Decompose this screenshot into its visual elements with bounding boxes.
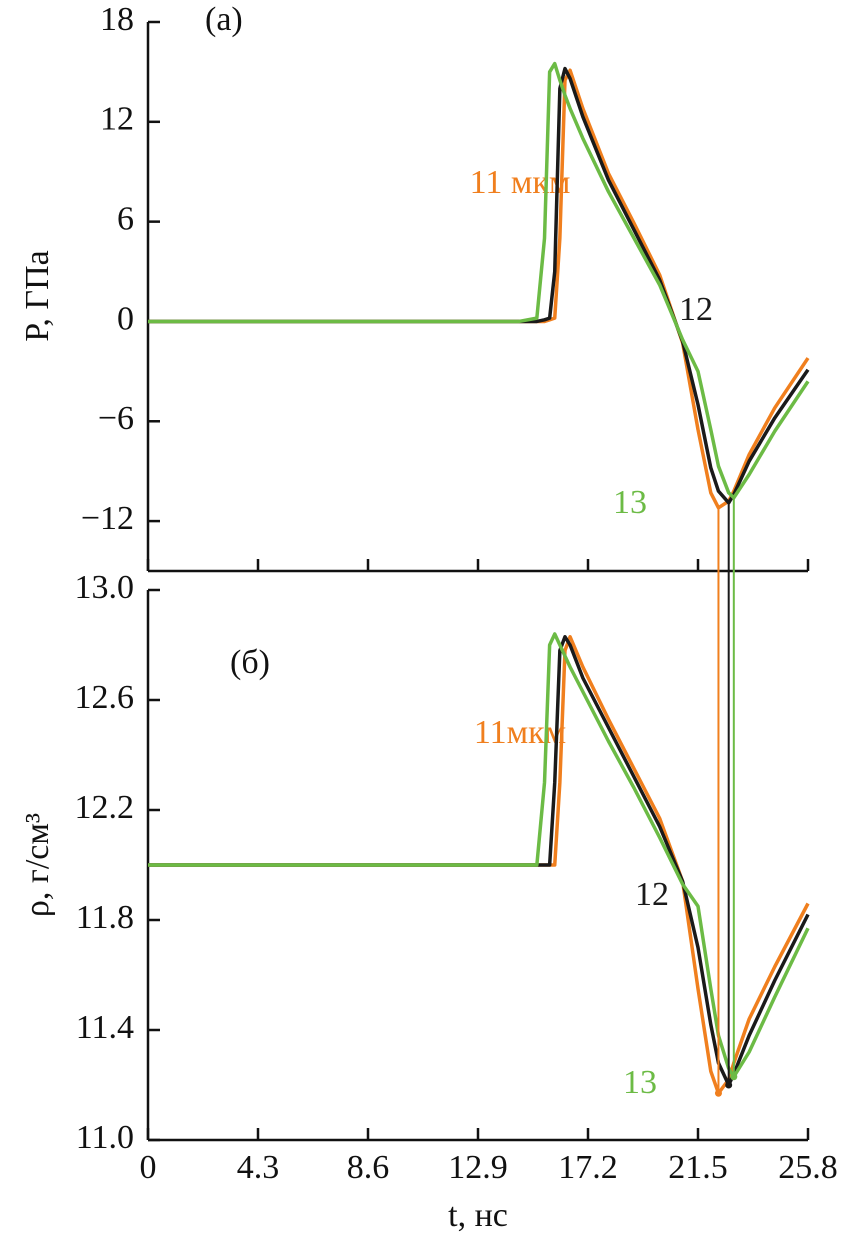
x-tick-label: 8.6 (347, 1149, 390, 1186)
series-label: 12 (635, 876, 669, 913)
series-label: 11мкм (474, 714, 566, 751)
series-label: 13 (613, 484, 647, 521)
series-line (148, 632, 810, 1079)
series-label: 12 (679, 291, 713, 328)
y-tick-label: 18 (100, 1, 134, 38)
x-tick-label: 25.8 (778, 1149, 838, 1186)
x-tick-label: 0 (140, 1149, 157, 1186)
min-point (714, 1089, 722, 1097)
x-axis-label: t, нс (448, 1197, 508, 1234)
y-tick-label: 11.4 (76, 1009, 134, 1046)
min-point (725, 1081, 733, 1089)
panel-label: (a) (205, 1, 243, 38)
y-tick-label: −12 (81, 500, 134, 537)
y-tick-label: −6 (98, 400, 134, 437)
series-line (148, 66, 810, 505)
y-axis-label: P, ГПа (19, 250, 56, 341)
series-line (148, 68, 810, 510)
y-tick-label: 6 (117, 200, 134, 237)
y-tick-label: 13.0 (75, 569, 135, 606)
min-point (730, 1073, 738, 1081)
series-line (148, 635, 810, 1087)
x-tick-label: 12.9 (448, 1149, 508, 1186)
series-label: 13 (623, 1064, 657, 1101)
series-label: 11 мкм (470, 164, 571, 201)
y-axis-label: ρ, г/см³ (19, 813, 56, 917)
y-tick-label: 12.2 (75, 789, 135, 826)
series-line (148, 61, 810, 500)
y-tick-label: 12 (100, 101, 134, 138)
panel-label: (б) (230, 644, 270, 681)
x-tick-label: 17.2 (558, 1149, 618, 1186)
y-tick-label: 11.0 (76, 1119, 134, 1156)
y-tick-label: 12.6 (75, 679, 135, 716)
y-tick-label: 0 (117, 300, 134, 337)
x-tick-label: 21.5 (668, 1149, 728, 1186)
y-tick-label: 11.8 (76, 899, 134, 936)
x-tick-label: 4.3 (237, 1149, 280, 1186)
